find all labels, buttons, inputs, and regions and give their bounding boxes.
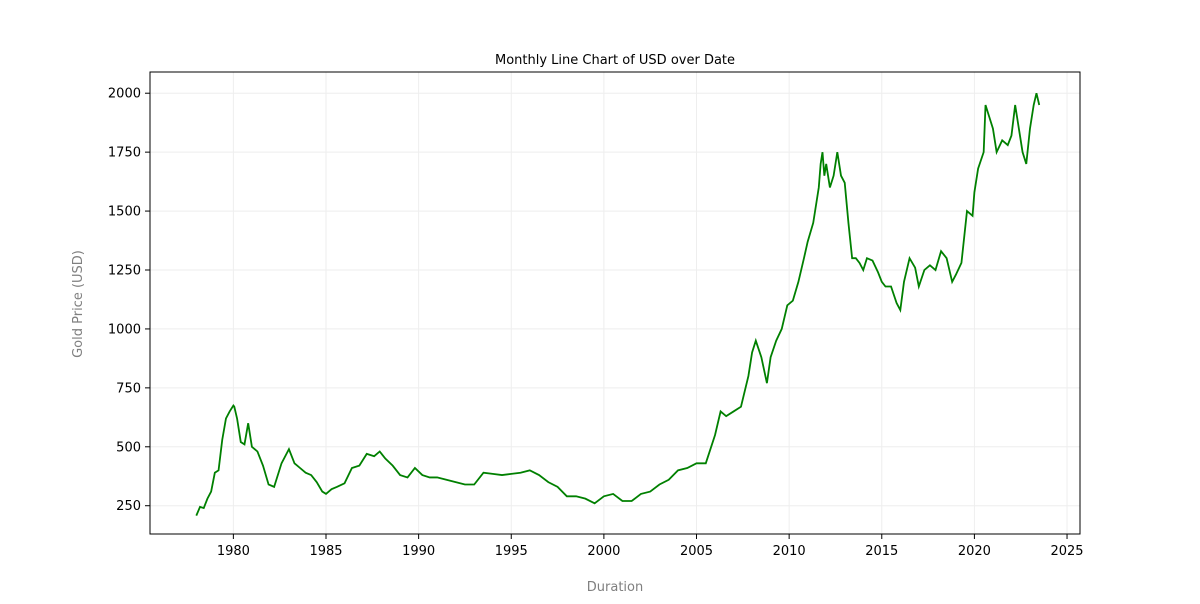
y-tick-label: 1500: [108, 205, 141, 220]
x-axis-label: Duration: [587, 580, 643, 595]
x-tick-label: 2025: [1050, 544, 1083, 559]
y-tick-label: 750: [116, 381, 141, 396]
x-tick-label: 1995: [495, 544, 528, 559]
y-tick-label: 1750: [108, 146, 141, 161]
y-tick-label: 250: [116, 499, 141, 514]
y-tick-label: 1000: [108, 322, 141, 337]
y-tick-label: 1250: [108, 264, 141, 279]
x-tick-label: 2015: [865, 544, 898, 559]
x-tick-label: 2005: [680, 544, 713, 559]
x-tick-label: 1985: [309, 544, 342, 559]
y-tick-label: 500: [116, 440, 141, 455]
y-tick-label: 2000: [108, 87, 141, 102]
grid-layer: [150, 72, 1080, 534]
plot-area-frame: [149, 71, 1081, 535]
y-axis: 250 500 750 1000 1250 1500 1750 2000: [108, 87, 150, 514]
x-tick-label: 2000: [587, 544, 620, 559]
gold-price-line: [195, 93, 1041, 516]
x-axis: 1980 1985 1990 1995 2000 2005 2010 2015 2020 2025: [217, 534, 1084, 559]
x-tick-label: 2010: [773, 544, 806, 559]
x-tick-label: 1990: [402, 544, 435, 559]
x-tick-label: 2020: [958, 544, 991, 559]
y-axis-label: Gold Price (USD): [71, 250, 86, 358]
chart-title: Monthly Line Chart of USD over Date: [495, 53, 735, 68]
x-tick-label: 1980: [217, 544, 250, 559]
